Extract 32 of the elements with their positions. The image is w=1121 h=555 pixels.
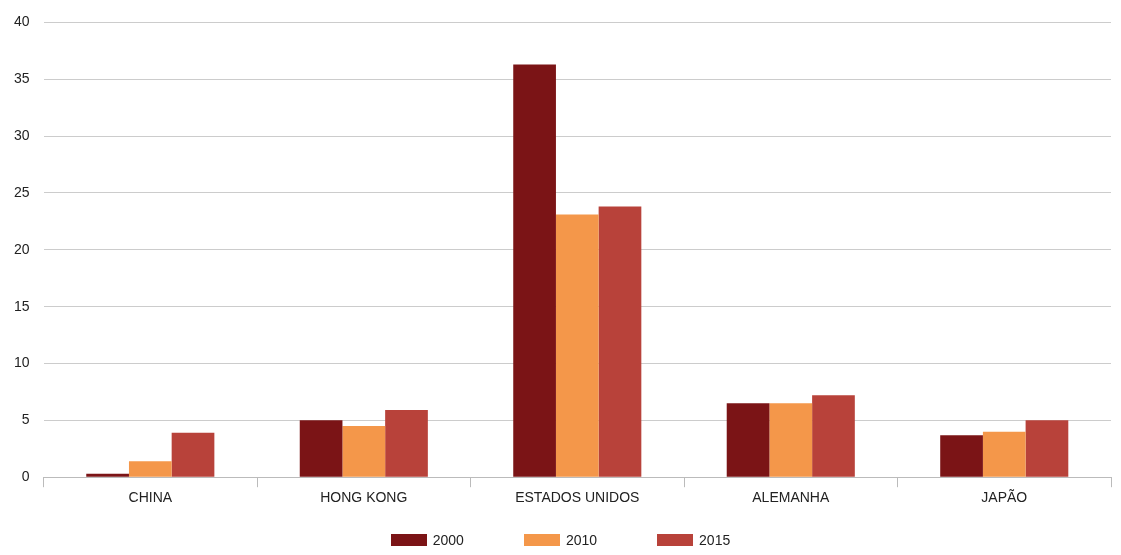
y-tick-label: 0 xyxy=(21,468,30,485)
bar xyxy=(385,410,428,477)
bar xyxy=(555,214,599,477)
x-tick-label: JAPÃO xyxy=(981,489,1028,506)
y-tick-label: 40 xyxy=(13,13,30,30)
bar xyxy=(769,403,813,477)
bar xyxy=(86,473,129,477)
x-tick-label: ALEMANHA xyxy=(752,489,830,506)
bar xyxy=(1025,420,1069,477)
bar xyxy=(342,426,386,477)
bar xyxy=(513,64,556,477)
y-tick-label: 20 xyxy=(13,240,30,257)
x-tick-label: ESTADOS UNIDOS xyxy=(515,489,640,506)
y-tick-label: 35 xyxy=(13,70,30,87)
y-tick-label: 5 xyxy=(21,411,30,428)
bar xyxy=(299,420,343,477)
bar xyxy=(726,403,770,477)
bar xyxy=(940,435,983,477)
bar xyxy=(598,206,642,477)
y-tick-label: 25 xyxy=(13,183,30,200)
x-tick-label: CHINA xyxy=(128,489,173,506)
y-tick-label: 10 xyxy=(13,354,30,371)
y-tick-label: 30 xyxy=(13,126,30,143)
legend-label: 2010 xyxy=(565,532,598,548)
x-tick-label: HONG KONG xyxy=(320,489,408,506)
legend-label: 2000 xyxy=(432,532,464,548)
legend-label: 2015 xyxy=(699,532,731,548)
bar xyxy=(128,461,172,477)
bar xyxy=(812,395,855,477)
bar xyxy=(982,431,1026,477)
y-tick-label: 15 xyxy=(13,297,30,314)
bar xyxy=(171,432,215,477)
